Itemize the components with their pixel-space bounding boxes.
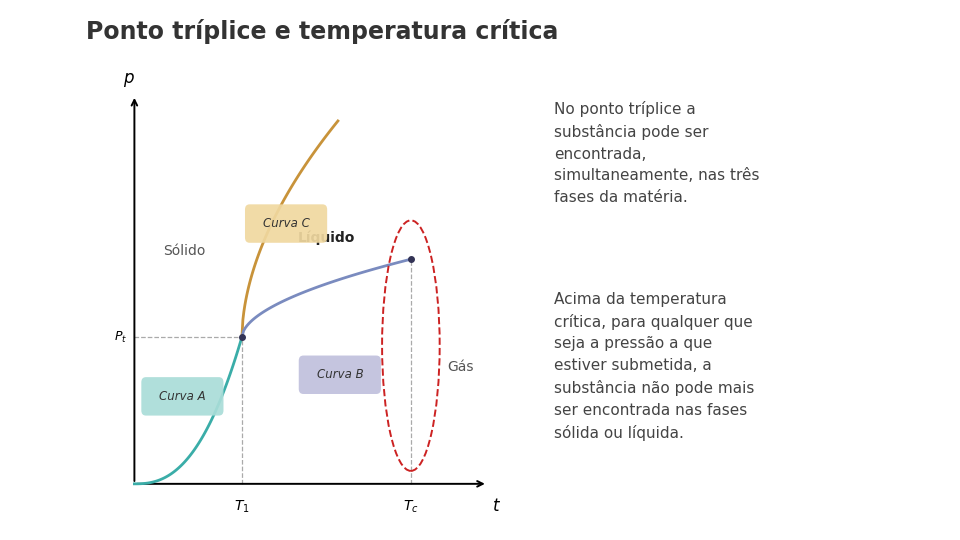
FancyBboxPatch shape [245,204,327,243]
Text: Curva B: Curva B [317,368,363,381]
Text: Gás: Gás [447,360,474,374]
Text: $p$: $p$ [123,71,134,89]
Text: Ponto tríplice e temperatura crítica: Ponto tríplice e temperatura crítica [86,19,559,44]
Text: Líquido: Líquido [298,231,355,245]
Text: No ponto tríplice a
substância pode ser
encontrada,
simultaneamente, nas três
fa: No ponto tríplice a substância pode ser … [554,101,759,205]
Text: $T_1$: $T_1$ [234,499,250,515]
Text: $P_t$: $P_t$ [114,329,128,345]
Text: Curva A: Curva A [159,390,205,403]
Text: $T_c$: $T_c$ [403,499,419,515]
Text: Acima da temperatura
crítica, para qualquer que
seja a pressão a que
estiver sub: Acima da temperatura crítica, para qualq… [554,292,755,441]
FancyBboxPatch shape [299,355,381,394]
Text: Curva C: Curva C [263,217,309,230]
Text: $t$: $t$ [492,497,500,515]
Text: Sólido: Sólido [163,244,205,258]
FancyBboxPatch shape [141,377,224,416]
